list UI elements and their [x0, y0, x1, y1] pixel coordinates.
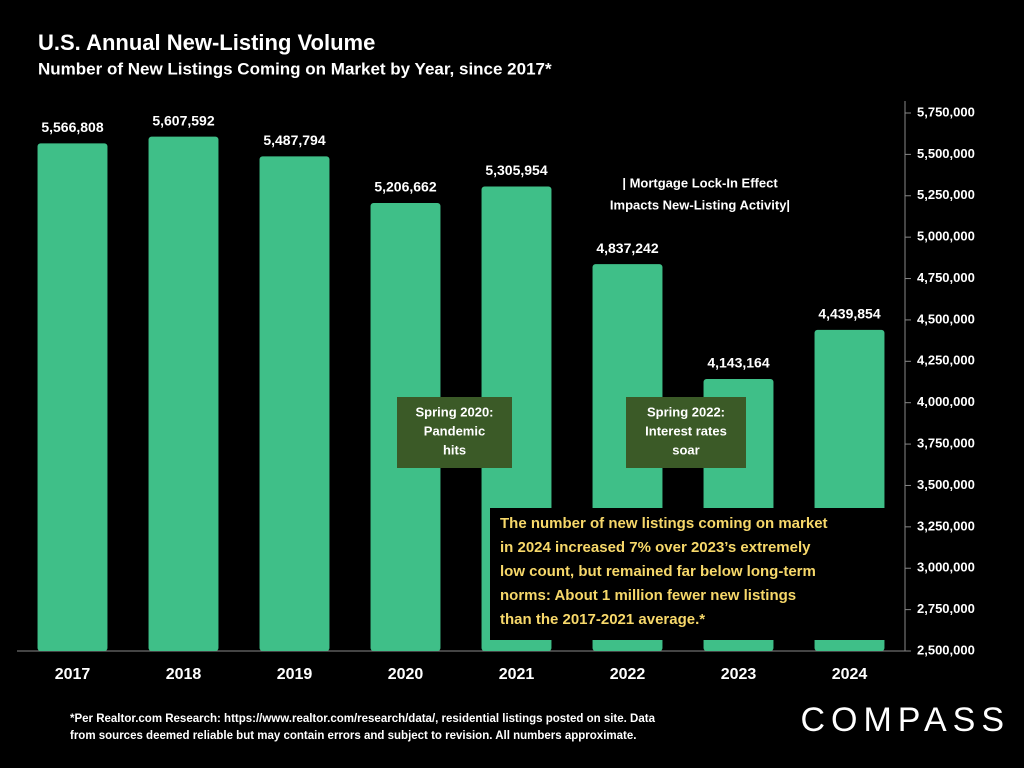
y-tick-label: 5,000,000 — [917, 229, 975, 244]
value-label: 5,305,954 — [485, 162, 547, 178]
rates-text: Interest rates — [645, 423, 727, 438]
value-label: 4,143,164 — [707, 355, 769, 371]
footnote: *Per Realtor.com Research: https://www.r… — [70, 713, 656, 725]
value-label: 5,607,592 — [152, 112, 214, 128]
pandemic-text: Pandemic — [424, 423, 485, 438]
y-tick-label: 3,500,000 — [917, 477, 975, 492]
callout-text: norms: About 1 million fewer new listing… — [500, 587, 796, 604]
y-tick-label: 2,500,000 — [917, 642, 975, 657]
lockin-text: | Mortgage Lock-In Effect — [622, 175, 778, 190]
value-label: 5,206,662 — [374, 179, 436, 195]
y-tick-label: 2,750,000 — [917, 601, 975, 616]
x-tick-label: 2018 — [166, 666, 202, 683]
y-tick-label: 3,000,000 — [917, 560, 975, 575]
x-tick-label: 2022 — [610, 666, 646, 683]
chart-title: U.S. Annual New-Listing Volume — [38, 30, 375, 55]
bar — [148, 136, 219, 652]
y-tick-label: 3,250,000 — [917, 518, 975, 533]
pandemic-box — [397, 397, 512, 468]
logo: COMPASS — [800, 701, 1010, 739]
y-tick-label: 4,750,000 — [917, 270, 975, 285]
lockin-box — [580, 168, 820, 218]
rates-text: Spring 2022: — [647, 404, 725, 419]
chart-subtitle: Number of New Listings Coming on Market … — [38, 59, 552, 78]
callout-box — [490, 508, 897, 640]
bar — [259, 156, 330, 651]
pandemic-text: hits — [443, 442, 466, 457]
x-tick-label: 2021 — [499, 666, 535, 683]
callout-text: The number of new listings coming on mar… — [500, 515, 828, 532]
y-tick-label: 3,750,000 — [917, 436, 975, 451]
callout-text: than the 2017-2021 average.* — [500, 611, 705, 628]
value-label: 5,487,794 — [263, 132, 325, 148]
y-tick-label: 5,250,000 — [917, 187, 975, 202]
x-tick-label: 2023 — [721, 666, 757, 683]
lockin-text: Impacts New-Listing Activity| — [610, 197, 790, 212]
footnote: from sources deemed reliable but may con… — [70, 730, 636, 742]
callout-text: low count, but remained far below long-t… — [500, 563, 816, 580]
pandemic-text: Spring 2020: — [415, 404, 493, 419]
x-tick-label: 2020 — [388, 666, 424, 683]
rates-box — [626, 397, 746, 468]
y-tick-label: 4,500,000 — [917, 311, 975, 326]
x-tick-label: 2024 — [832, 666, 868, 683]
value-label: 5,566,808 — [41, 119, 103, 135]
x-tick-label: 2017 — [55, 666, 91, 683]
y-tick-label: 4,000,000 — [917, 394, 975, 409]
y-tick-label: 5,750,000 — [917, 104, 975, 119]
callout-text: in 2024 increased 7% over 2023’s extreme… — [500, 539, 811, 556]
y-tick-label: 5,500,000 — [917, 146, 975, 161]
bar — [37, 143, 108, 651]
value-label: 4,837,242 — [596, 240, 658, 256]
rates-text: soar — [672, 442, 699, 457]
value-label: 4,439,854 — [818, 306, 880, 322]
y-tick-label: 4,250,000 — [917, 353, 975, 368]
x-tick-label: 2019 — [277, 666, 313, 683]
